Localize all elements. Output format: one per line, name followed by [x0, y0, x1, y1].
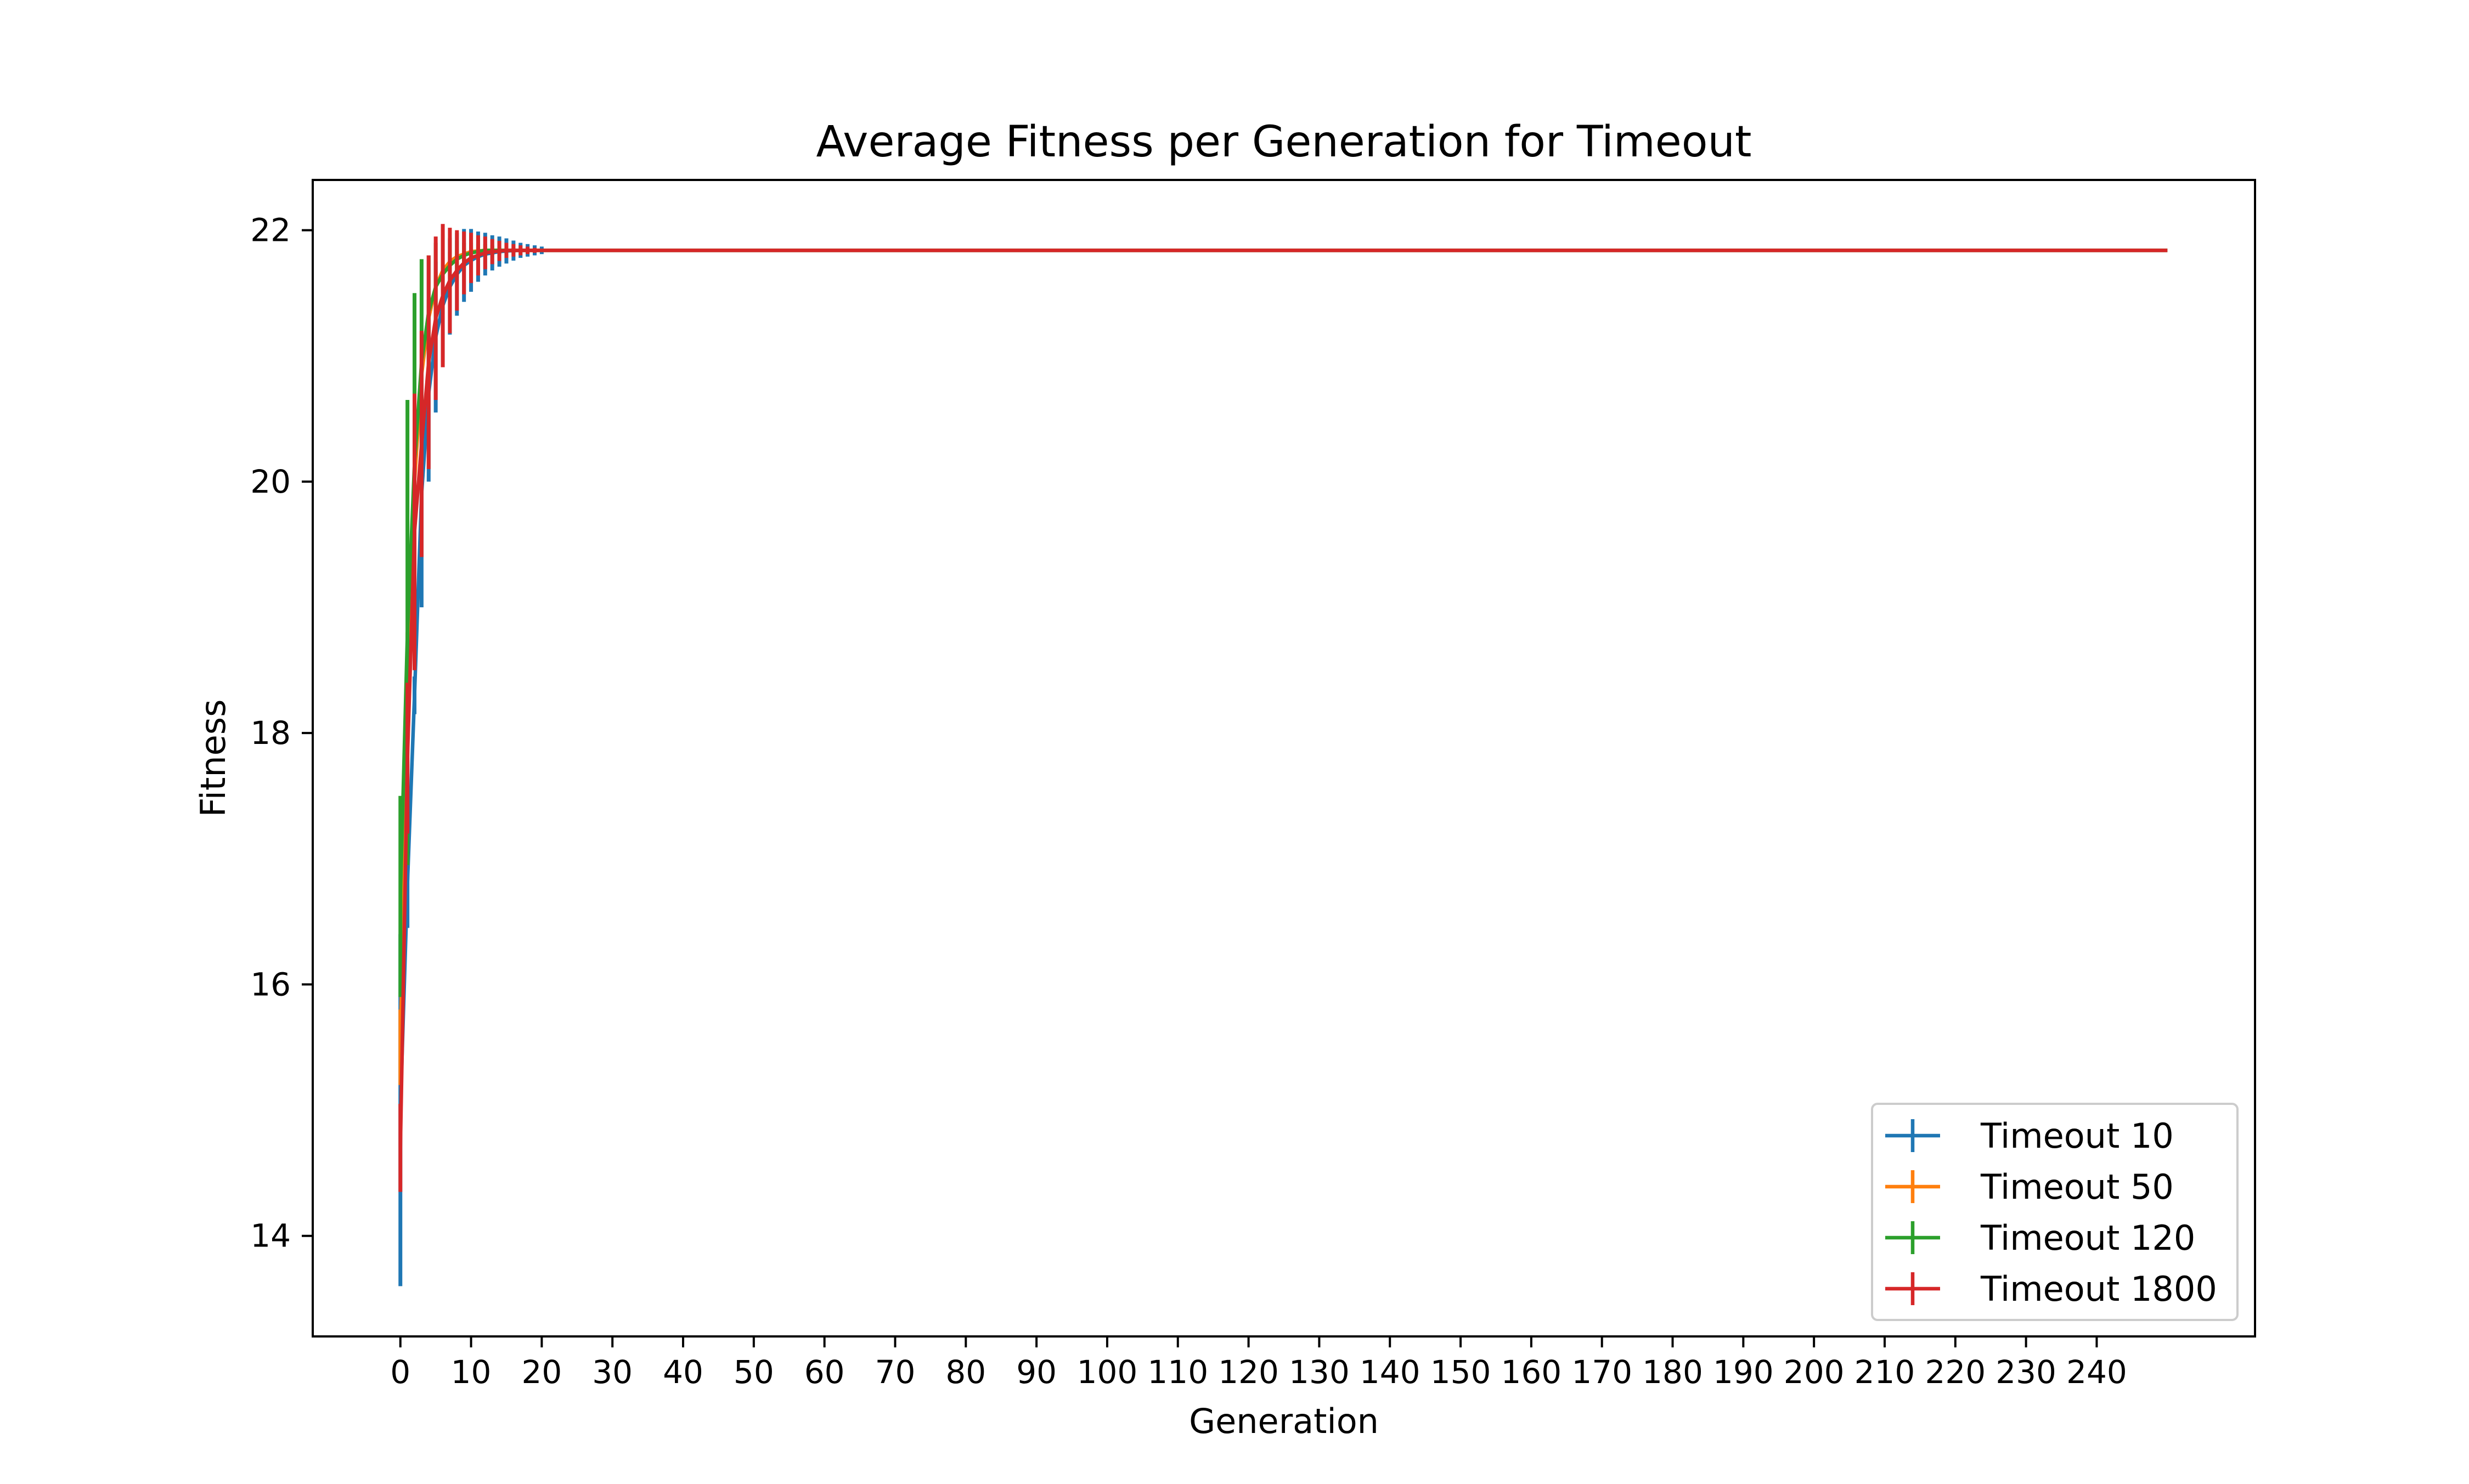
plot-area [398, 224, 2168, 1286]
x-tick-label: 190 [1713, 1353, 1774, 1391]
x-tick-label: 200 [1784, 1353, 1845, 1391]
y-tick-label: 16 [250, 966, 291, 1003]
x-tick-label: 10 [451, 1353, 492, 1391]
chart-title: Average Fitness per Generation for Timeo… [816, 117, 1752, 167]
y-tick-label: 20 [250, 463, 291, 500]
legend-label: Timeout 120 [1980, 1218, 2195, 1258]
legend-label: Timeout 1800 [1980, 1269, 2217, 1309]
x-tick-label: 110 [1147, 1353, 1208, 1391]
legend-item: Timeout 50 [1885, 1167, 2174, 1207]
series-timeout-1800 [398, 224, 2168, 1192]
x-tick-label: 220 [1925, 1353, 1986, 1391]
x-tick-label: 170 [1571, 1353, 1632, 1391]
x-tick-label: 130 [1289, 1353, 1350, 1391]
x-tick-label: 120 [1218, 1353, 1279, 1391]
x-tick-label: 150 [1430, 1353, 1491, 1391]
plot-frame [312, 179, 2256, 1338]
x-tick-label: 240 [2066, 1353, 2127, 1391]
legend-item: Timeout 1800 [1885, 1269, 2217, 1309]
x-tick-label: 230 [1996, 1353, 2056, 1391]
y-tick-label: 14 [250, 1217, 291, 1255]
x-tick-label: 140 [1360, 1353, 1420, 1391]
y-axis: 14 16 18 20 22 [250, 212, 313, 1255]
y-tick-label: 18 [250, 714, 291, 752]
legend-box [1871, 1103, 2239, 1321]
legend-item: Timeout 120 [1885, 1218, 2195, 1258]
legend-item: Timeout 10 [1885, 1116, 2174, 1156]
x-tick-label: 100 [1077, 1353, 1138, 1391]
series-line [398, 249, 2168, 1148]
x-tick-label: 80 [945, 1353, 986, 1391]
y-axis-label: Fitness [193, 699, 233, 817]
legend-label: Timeout 50 [1980, 1167, 2174, 1207]
x-tick-label: 0 [390, 1353, 410, 1391]
x-tick-label: 60 [804, 1353, 845, 1391]
x-tick-label: 160 [1501, 1353, 1562, 1391]
x-tick-label: 90 [1016, 1353, 1057, 1391]
x-tick-label: 30 [592, 1353, 633, 1391]
x-tick-label: 210 [1854, 1353, 1915, 1391]
x-tick-label: 50 [734, 1353, 774, 1391]
x-tick-label: 70 [875, 1353, 916, 1391]
x-axis: 0 10 20 30 40 50 60 70 80 90 100 110 120 130 140 150 160… [390, 1336, 2127, 1391]
x-tick-label: 180 [1642, 1353, 1703, 1391]
legend-label: Timeout 10 [1980, 1116, 2174, 1156]
x-axis-label: Generation [1189, 1401, 1379, 1441]
y-tick-label: 22 [250, 212, 291, 249]
x-tick-label: 40 [663, 1353, 703, 1391]
x-tick-label: 20 [521, 1353, 562, 1391]
legend: Timeout 10 Timeout 50 Timeout 120 Timeout 1… [1871, 1103, 2239, 1321]
